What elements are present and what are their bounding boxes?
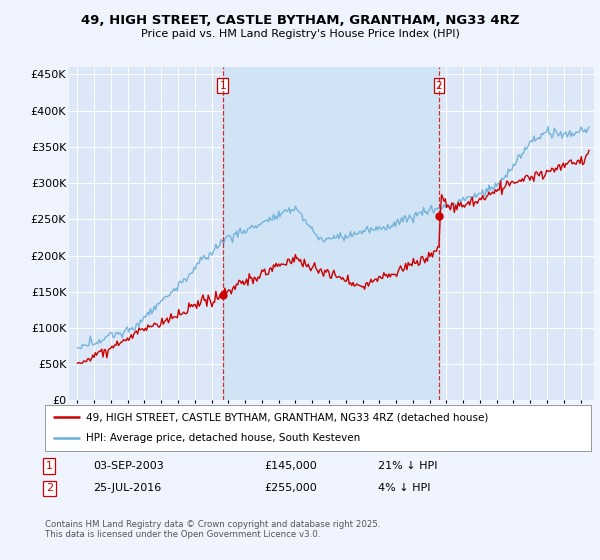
Text: 4% ↓ HPI: 4% ↓ HPI xyxy=(378,483,431,493)
Text: 2: 2 xyxy=(436,81,442,91)
Text: HPI: Average price, detached house, South Kesteven: HPI: Average price, detached house, Sout… xyxy=(86,433,360,444)
Text: 49, HIGH STREET, CASTLE BYTHAM, GRANTHAM, NG33 4RZ (detached house): 49, HIGH STREET, CASTLE BYTHAM, GRANTHAM… xyxy=(86,412,488,422)
Text: Price paid vs. HM Land Registry's House Price Index (HPI): Price paid vs. HM Land Registry's House … xyxy=(140,29,460,39)
Bar xyxy=(223,67,439,400)
Text: £145,000: £145,000 xyxy=(264,461,317,471)
Text: 25-JUL-2016: 25-JUL-2016 xyxy=(93,483,161,493)
Text: Contains HM Land Registry data © Crown copyright and database right 2025.
This d: Contains HM Land Registry data © Crown c… xyxy=(45,520,380,539)
Text: 2: 2 xyxy=(46,483,53,493)
Text: 49, HIGH STREET, CASTLE BYTHAM, GRANTHAM, NG33 4RZ: 49, HIGH STREET, CASTLE BYTHAM, GRANTHAM… xyxy=(81,14,519,27)
Text: 1: 1 xyxy=(220,81,226,91)
Text: £255,000: £255,000 xyxy=(264,483,317,493)
Text: 21% ↓ HPI: 21% ↓ HPI xyxy=(378,461,437,471)
Text: 03-SEP-2003: 03-SEP-2003 xyxy=(93,461,164,471)
Text: 1: 1 xyxy=(46,461,53,471)
